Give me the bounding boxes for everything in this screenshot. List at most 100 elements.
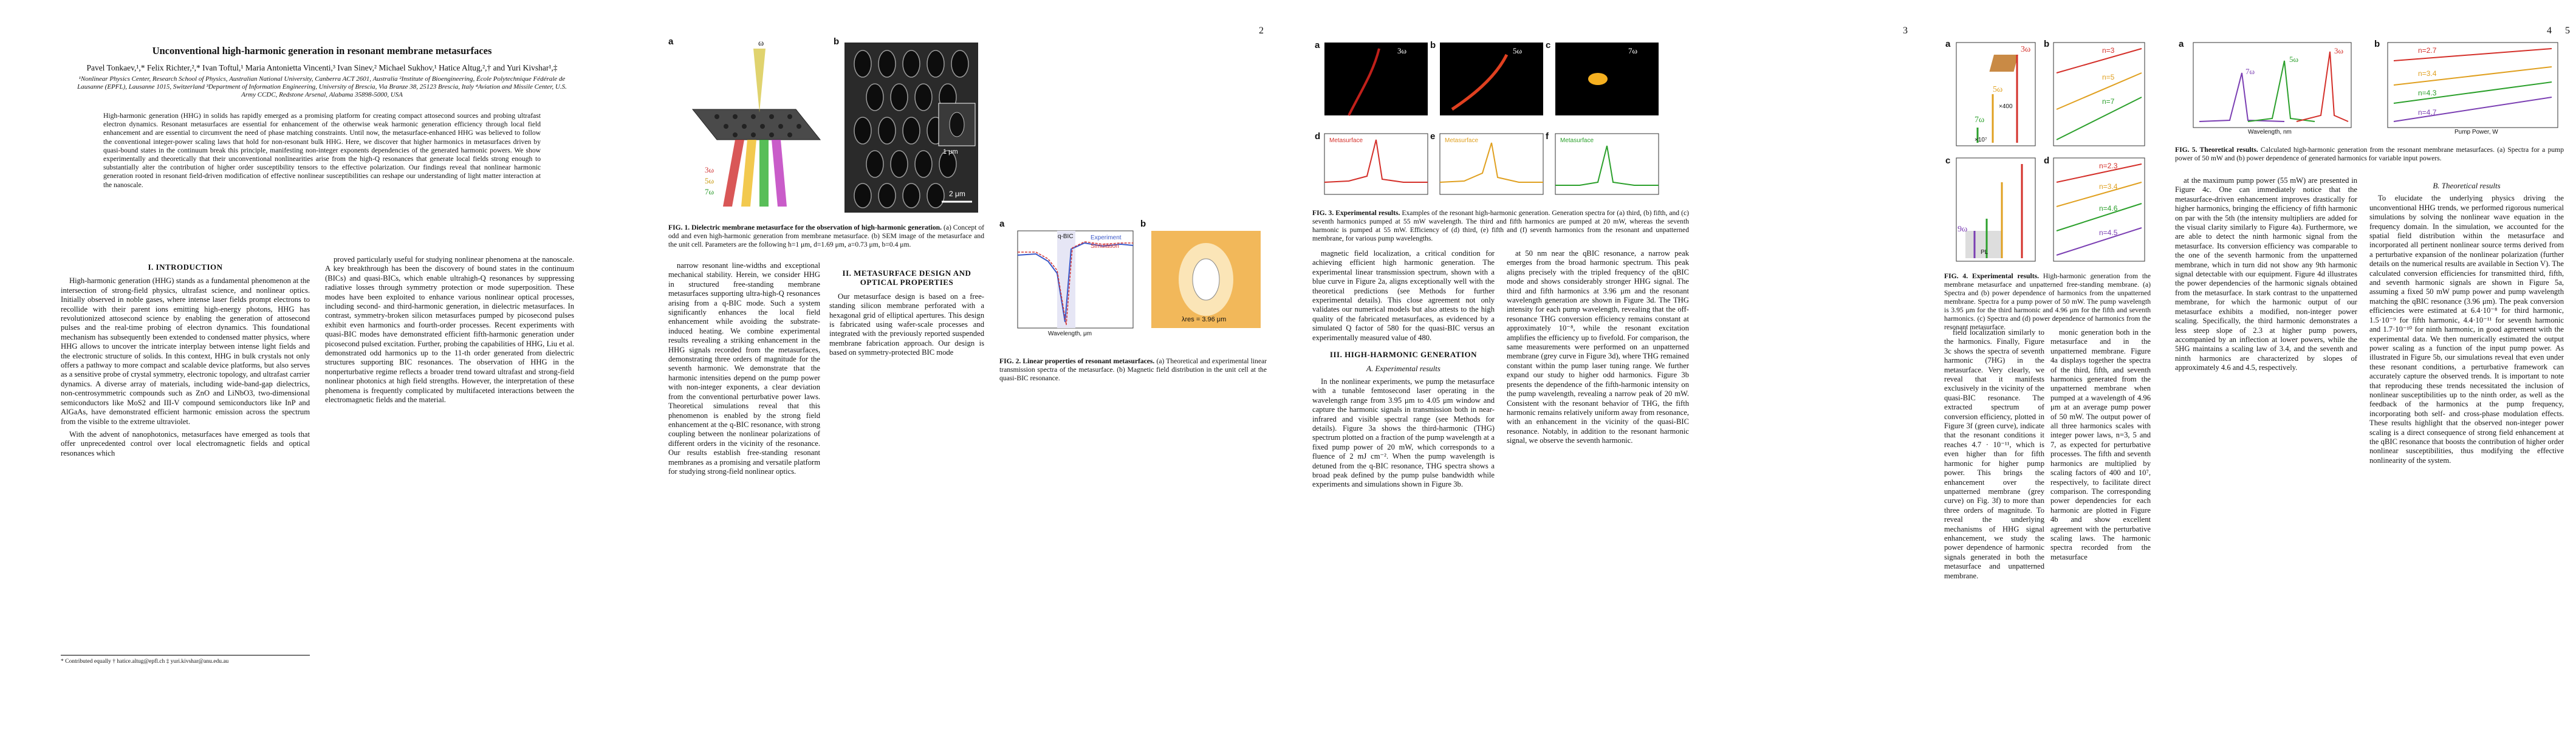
figure-5-label-a: a [2179, 39, 2184, 49]
subsection-heading-theoretical: B. Theoretical results [2433, 181, 2501, 190]
figure-4-multiplier-400: ×400 [1999, 103, 2013, 110]
page3-column-right: at 50 nm near the qBIC resonance, a narr… [1507, 249, 1689, 450]
intro-paragraph-1: High-harmonic generation (HHG) stands as… [61, 276, 310, 426]
page5-column-left: at the maximum pump power (55 mW) are pr… [2175, 176, 2357, 377]
page5-theory-paragraph: To elucidate the underlying physics driv… [2369, 194, 2564, 465]
figure-1-label-b: b [834, 36, 840, 47]
figure-2-caption: FIG. 2. Linear properties of resonant me… [999, 357, 1267, 383]
page4-column-left: field localization similarly to the harm… [1944, 328, 2044, 584]
figure-4-slope-n23: n=2.3 [2099, 162, 2118, 170]
figure-4-label-c: c [1945, 156, 1951, 166]
page-4: 4 a b c d 3ω 5ω [1932, 0, 2576, 729]
subsection-heading-experimental: A. Experimental results [1366, 364, 1440, 374]
figure-4-7w: 7ω [1975, 115, 1985, 125]
figure-3-title-7w: 7ω [1628, 46, 1638, 55]
figure-4-9w: 9ω [1958, 225, 1968, 234]
figure-3-legend-f: Metasurface [1560, 137, 1594, 144]
figure-3: a b c d e f 3ω 5ω 7ω Metasurface Metasur… [1312, 36, 1689, 207]
figure-1-caption-title: FIG. 1. Dielectric membrane metasurface … [668, 224, 942, 231]
figure-4-caption-title: FIG. 4. Experimental results. [1944, 272, 2040, 280]
figure-5-label-b: b [2374, 39, 2380, 49]
paper-affiliations: ¹Nonlinear Physics Center, Research Scho… [77, 75, 567, 98]
paper-abstract: High-harmonic generation (HHG) in solids… [103, 112, 541, 189]
page3-linear-paragraph: magnetic field localization, a critical … [1312, 249, 1495, 342]
page-number-5: 5 [2565, 26, 2570, 36]
paper-footnotes: * Contributed equally † hatice.altug@epf… [61, 655, 310, 665]
figure-3-legend-e: Metasurface [1445, 137, 1479, 144]
harmonic-label-5w: 5ω [705, 176, 714, 185]
figure-2-caption-text: (a) Theoretical and experimental linear … [999, 357, 1267, 382]
figure-1-label-a: a [668, 36, 674, 47]
intro-paragraph-2: With the advent of nanophotonics, metasu… [61, 430, 310, 457]
page2-column-middle: II. METASURFACE DESIGN AND OPTICAL PROPE… [829, 261, 984, 361]
figure-4-slope-n34: n=3.4 [2099, 182, 2118, 191]
section-heading-hhg: III. HIGH-HARMONIC GENERATION [1329, 350, 1478, 360]
figure-3-label-b: b [1430, 40, 1436, 50]
section-heading-intro: I. INTRODUCTION [148, 262, 223, 272]
figure-2-xlabel: Wavelength, μm [1048, 330, 1092, 337]
figure-4-slope-n7: n=7 [2102, 97, 2115, 106]
figure-1-caption-text: (a) Concept of odd and even high-harmoni… [668, 224, 985, 248]
figure-1-caption: FIG. 1. Dielectric membrane metasurface … [668, 224, 984, 249]
page-3: 3 a b c d e f 3ω 5ω 7ω Metasurface Metas… [1288, 0, 1932, 729]
figure-4: a b c d 3ω 5ω 7ω 9ω ×10⁷ ×400 PL n=3 n=5… [1944, 36, 2151, 267]
figure-5-slope-2: n=3.4 [2418, 69, 2437, 78]
figure-5-caption: FIG. 5. Theoretical results. Calculated … [2175, 146, 2564, 163]
figure-1-graphic [691, 43, 978, 213]
page-number: 2 [1259, 26, 1264, 36]
paper-title: Unconventional high-harmonic generation … [152, 45, 492, 56]
figure-4-label-b: b [2044, 39, 2050, 49]
figure-5-5w: 5ω [2289, 55, 2299, 64]
page4-left-paragraph: field localization similarly to the harm… [1944, 328, 2044, 580]
figure-5-xlabel-b: Pump Power, W [2454, 129, 2498, 135]
figure-2-label-a: a [999, 219, 1005, 229]
page1-column-right: proved particularly useful for studying … [325, 255, 574, 409]
figure-5-3w: 3ω [2334, 46, 2344, 55]
harmonic-label-7w: 7ω [705, 187, 714, 196]
figure-4-slope-n5: n=5 [2102, 73, 2115, 81]
figure-4-5w: 5ω [1993, 85, 2003, 94]
page-1: Unconventional high-harmonic generation … [0, 0, 644, 729]
figure-5-slope-4: n=4.7 [2418, 108, 2437, 117]
figure-3-legend-d: Metasurface [1329, 137, 1363, 144]
page5-column-right: B. Theoretical results To elucidate the … [2369, 176, 2564, 469]
figure-4-multiplier-7: ×10⁷ [1975, 137, 1987, 143]
page4-middle-paragraph: monic generation both in the metasurface… [2050, 328, 2151, 561]
figure-4-slope-n46: n=4.6 [2099, 204, 2118, 213]
page3-results-paragraph: at 50 nm near the qBIC resonance, a narr… [1507, 249, 1689, 445]
figure-3-caption-text: Examples of the resonant high-harmonic g… [1312, 209, 1689, 242]
figure-3-label-d: d [1315, 131, 1321, 142]
figure-4-slope-n3: n=3 [2102, 46, 2115, 55]
page2-metasurface-paragraph: Our metasurface design is based on a fre… [829, 292, 984, 357]
page4-column-middle: monic generation both in the metasurface… [2050, 328, 2151, 566]
figure-1: a b ω 3ω 5ω 7ω 1 μm 2 μm [668, 36, 984, 219]
figure-2-caption-title: FIG. 2. Linear properties of resonant me… [999, 357, 1155, 365]
page-number: 3 [1903, 26, 1908, 36]
figure-2: a b Experiment Simulation q-BIC λres = 3… [999, 219, 1267, 352]
figure-3-label-c: c [1546, 40, 1551, 50]
section-heading-metasurface: II. METASURFACE DESIGN AND OPTICAL PROPE… [842, 269, 971, 287]
figure-4-pl-label: PL [1981, 249, 1989, 256]
figure-5: a b 3ω 5ω 7ω n=2.7 n=3.4 n=4.3 n=4.7 Wav… [2175, 36, 2564, 140]
figure-3-caption: FIG. 3. Experimental results. Examples o… [1312, 209, 1689, 243]
figure-4-slope-n45: n=4.5 [2099, 228, 2118, 237]
figure-5-caption-text: Calculated high-harmonic generation from… [2175, 146, 2564, 162]
figure-4-3w: 3ω [2021, 45, 2031, 54]
page2-body-left: narrow resonant line-widths and exceptio… [668, 261, 820, 476]
figure-5-slope-1: n=2.7 [2418, 46, 2437, 55]
page3-column-left: magnetic field localization, a critical … [1312, 249, 1495, 493]
sem-scale-bar: 2 μm [949, 190, 965, 198]
figure-4-caption-text: High-harmonic generation from the membra… [1944, 272, 2151, 331]
figure-3-label-f: f [1546, 131, 1549, 142]
figure-3-label-a: a [1315, 40, 1320, 50]
figure-5-slope-3: n=4.3 [2418, 89, 2437, 97]
figure-4-label-a: a [1945, 39, 1951, 49]
figure-2-legend-experiment: Experiment [1091, 234, 1122, 241]
figure-3-title-5w: 5ω [1513, 46, 1523, 55]
pump-omega-label: ω [758, 39, 764, 48]
page5-left-paragraph: at the maximum pump power (55 mW) are pr… [2175, 176, 2357, 372]
figure-3-label-e: e [1430, 131, 1436, 142]
figure-3-caption-title: FIG. 3. Experimental results. [1312, 209, 1400, 217]
figure-4-graphic [1956, 42, 2145, 262]
figure-5-caption-title: FIG. 5. Theoretical results. [2175, 146, 2258, 154]
